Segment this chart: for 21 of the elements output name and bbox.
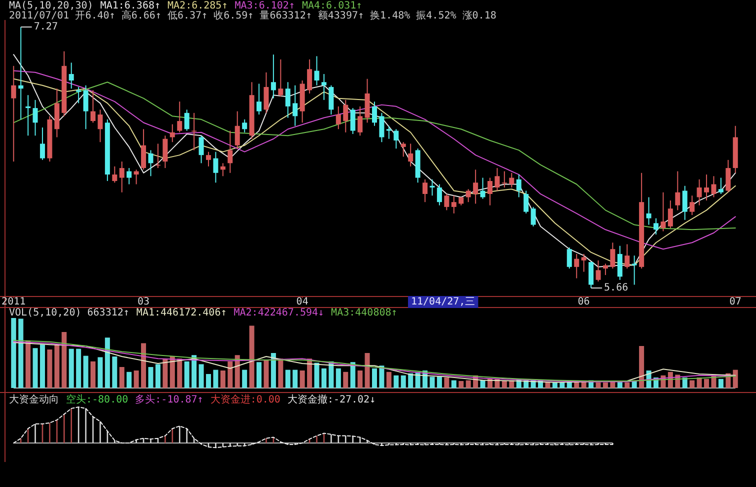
text: MA2:6.285↑ <box>168 0 228 12</box>
text: MA1:6.368↑ <box>100 0 161 12</box>
text: MA3:6.102↑ <box>234 0 295 12</box>
x-tick-label: 07 <box>729 296 742 308</box>
annotation: 5.66 <box>604 282 628 294</box>
x-tick-label: 03 <box>138 296 150 308</box>
annotation: 7.27 <box>34 22 58 33</box>
chart-subtitle: 2011/07/01 开6.40↑ 高6.66↑ 低6.37↑ 收6.59↑ 量663312↑ 额43397↑ 换1.48% 振4.52% 涨0.18 <box>9 10 496 22</box>
text: MA3:440808↑ <box>331 308 398 319</box>
chart-title: VOL(5,10,20) 663312↑ <box>9 308 130 319</box>
text: 大资金撤:-27.02↓ <box>287 394 376 406</box>
chart-title: 大资金动向 <box>9 394 59 406</box>
text: 空头:-80.00 <box>66 394 128 406</box>
text: MA2:422467.594↓ <box>234 308 324 319</box>
text: 多头:-10.87↑ <box>135 394 204 406</box>
x-tick-label: 04 <box>296 296 308 308</box>
text: 11/04/27,三 <box>411 296 476 308</box>
text: MA1:446172.406↑ <box>136 308 227 319</box>
text: 大资金进:0.00 <box>210 394 280 406</box>
x-tick-label: 06 <box>578 296 590 308</box>
chart-title: MA(5,10,20,30) <box>9 0 94 12</box>
